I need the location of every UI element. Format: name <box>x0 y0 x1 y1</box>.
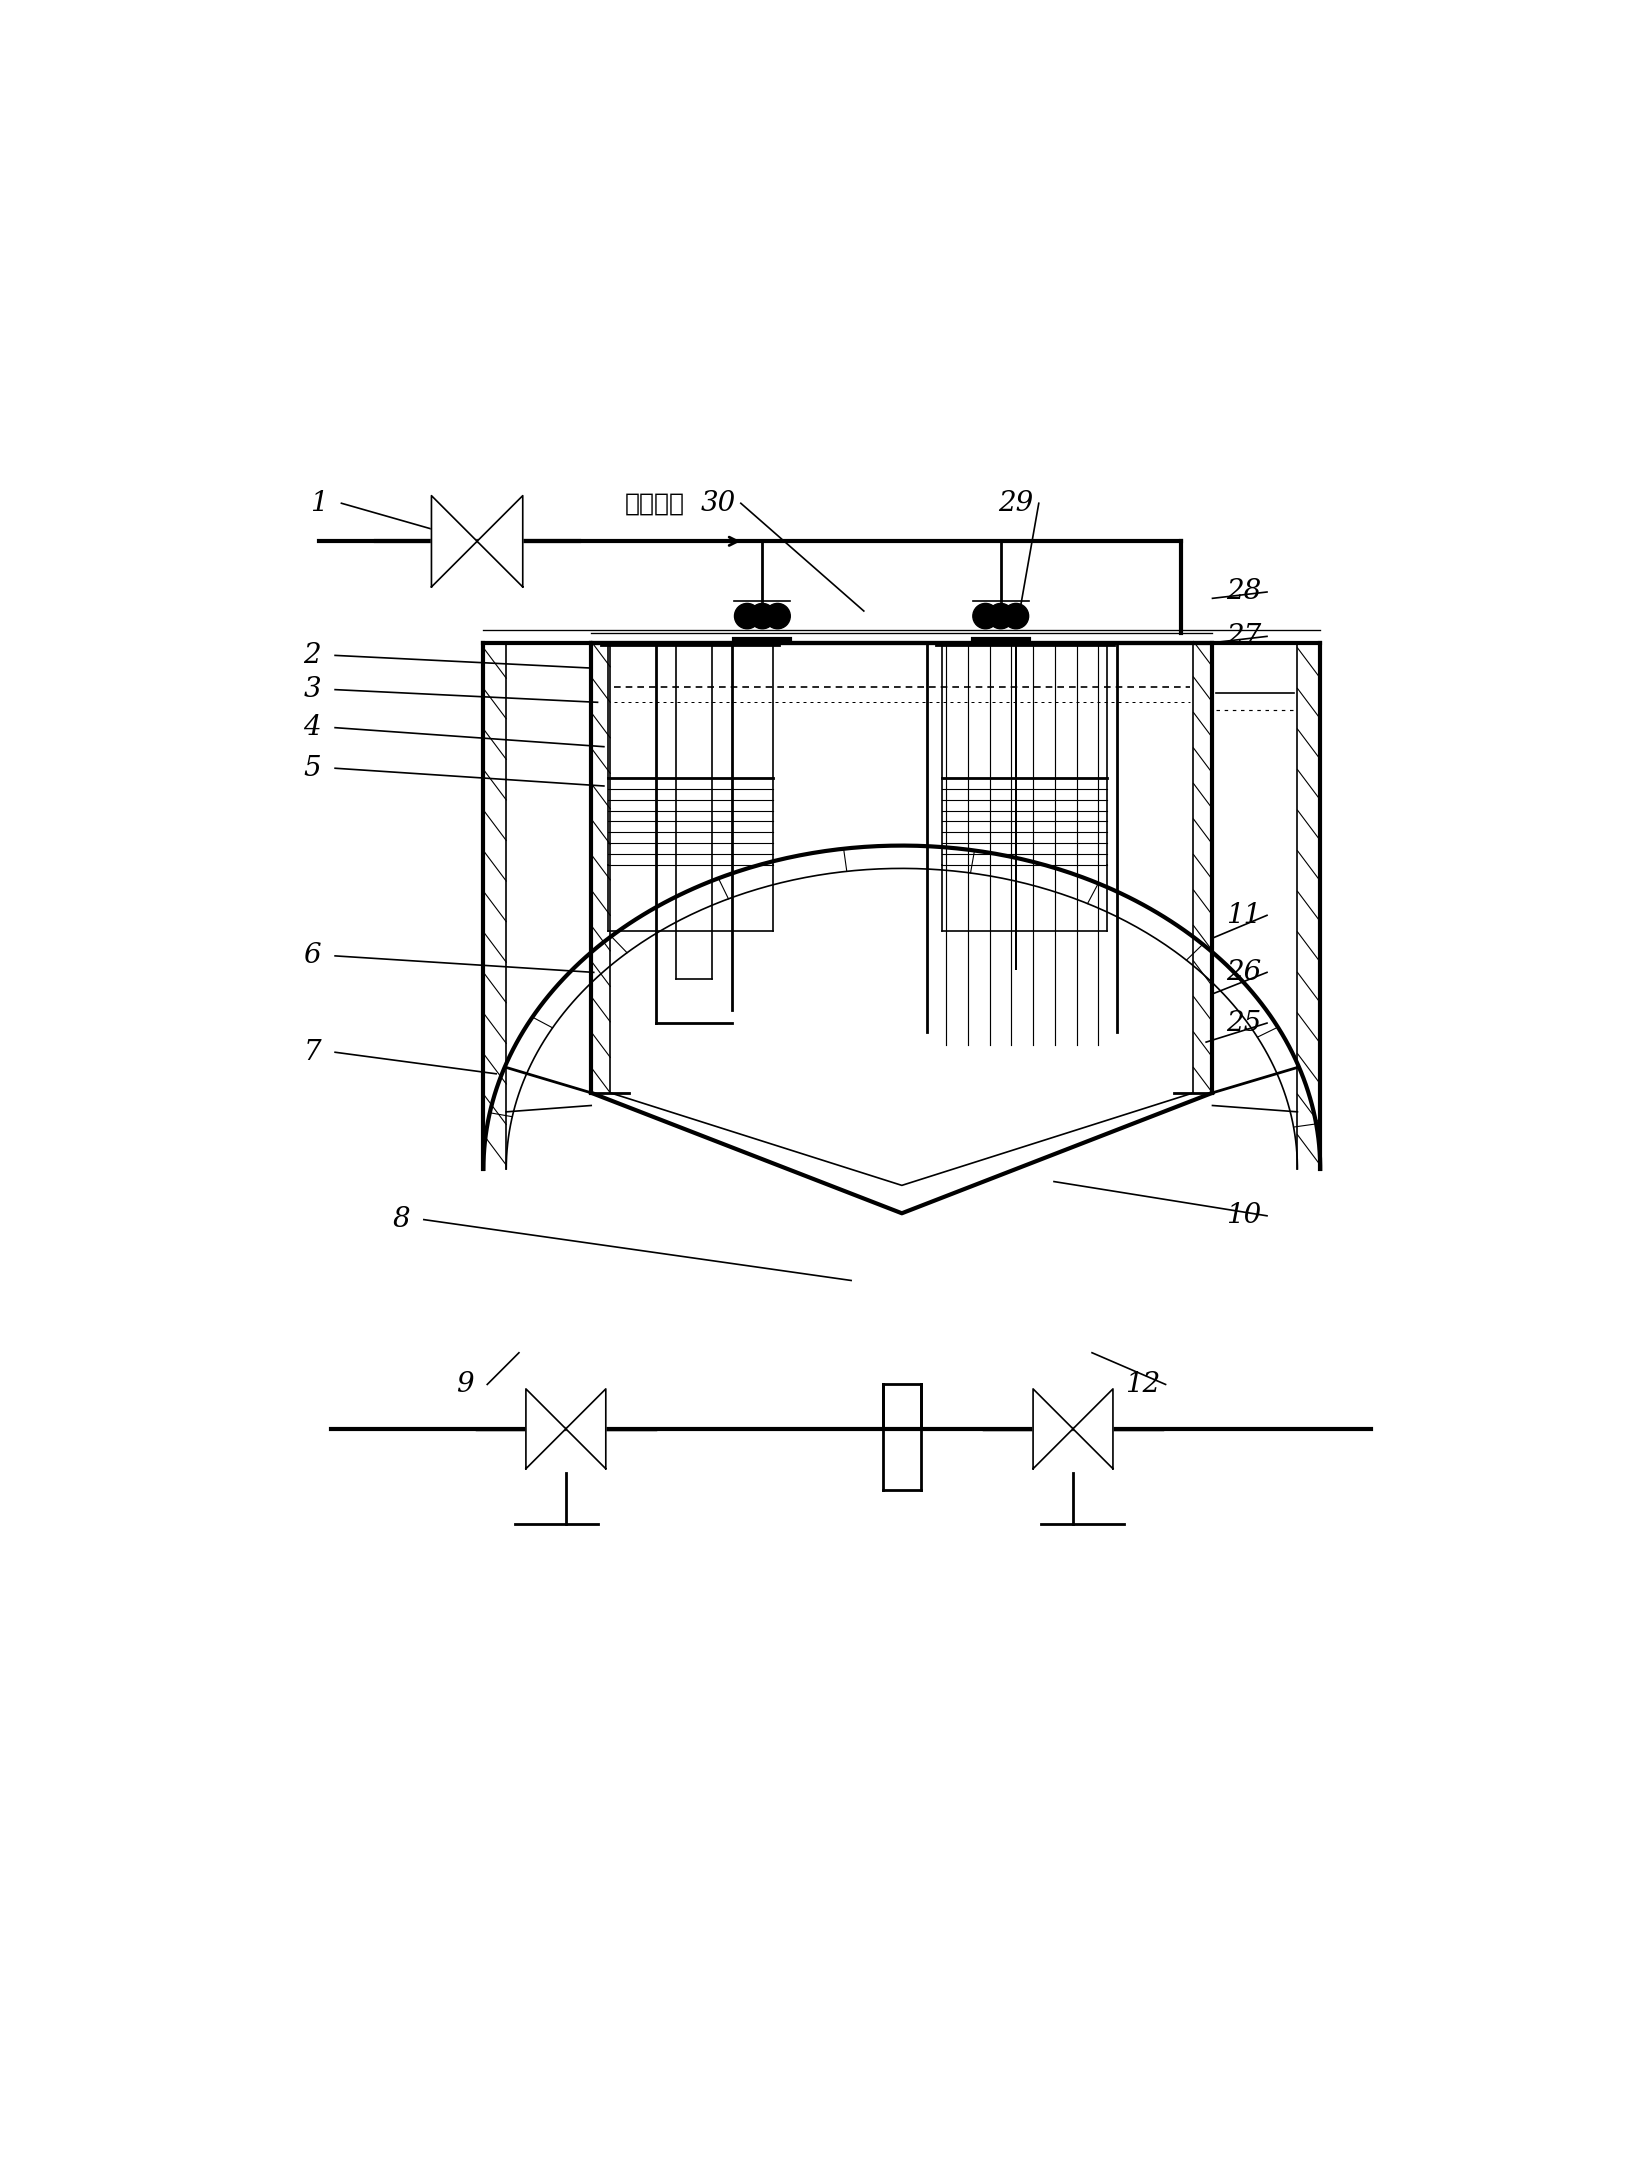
Text: 8: 8 <box>393 1205 411 1233</box>
Polygon shape <box>1073 1389 1112 1469</box>
Text: 29: 29 <box>998 489 1034 517</box>
Circle shape <box>766 604 790 630</box>
Circle shape <box>1003 604 1029 630</box>
Text: 10: 10 <box>1227 1203 1261 1229</box>
Text: 12: 12 <box>1126 1372 1160 1398</box>
Text: 4: 4 <box>303 714 321 740</box>
Text: 7: 7 <box>303 1039 321 1065</box>
Circle shape <box>749 604 775 630</box>
Text: 待处理水: 待处理水 <box>625 491 684 515</box>
Circle shape <box>988 604 1013 630</box>
Polygon shape <box>1032 1389 1073 1469</box>
Circle shape <box>973 604 998 630</box>
Polygon shape <box>432 496 478 586</box>
Text: 2: 2 <box>303 643 321 669</box>
Text: 27: 27 <box>1227 623 1261 649</box>
Text: 26: 26 <box>1227 959 1261 987</box>
Circle shape <box>735 604 759 630</box>
Text: 28: 28 <box>1227 578 1261 606</box>
Text: 9: 9 <box>455 1372 473 1398</box>
Text: 6: 6 <box>303 941 321 969</box>
Text: 3: 3 <box>303 675 321 703</box>
Text: 25: 25 <box>1227 1011 1261 1037</box>
Polygon shape <box>478 496 524 586</box>
Text: 11: 11 <box>1227 902 1261 928</box>
Text: 5: 5 <box>303 755 321 781</box>
Polygon shape <box>566 1389 605 1469</box>
Text: 1: 1 <box>309 489 327 517</box>
Text: 30: 30 <box>700 489 736 517</box>
Polygon shape <box>525 1389 566 1469</box>
